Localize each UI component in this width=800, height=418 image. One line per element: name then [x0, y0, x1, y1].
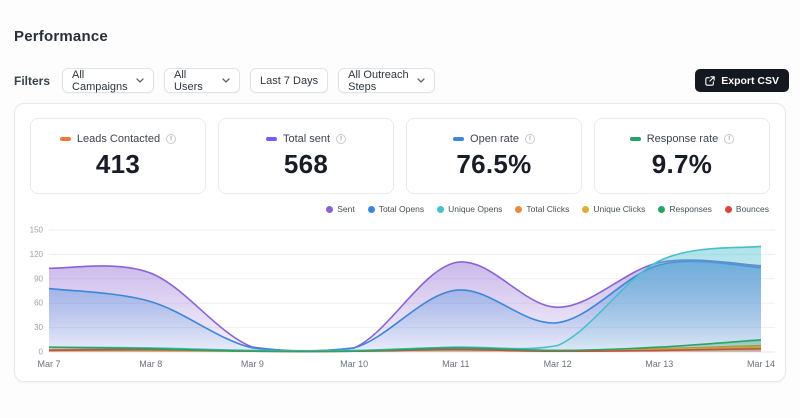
export-icon: [705, 75, 715, 86]
export-csv-label: Export CSV: [721, 74, 779, 87]
legend-label: Sent: [337, 204, 355, 214]
legend-dot-icon: [724, 205, 732, 213]
legend-label: Unique Opens: [448, 204, 503, 214]
stat-card-leads-contacted: Leads Contacted i 413: [30, 118, 206, 194]
legend-label: Total Opens: [378, 204, 425, 214]
legend-item[interactable]: Unique Clicks: [582, 204, 645, 214]
svg-text:Mar 8: Mar 8: [139, 359, 162, 369]
info-icon[interactable]: i: [336, 133, 347, 144]
campaigns-dropdown[interactable]: All Campaigns: [62, 68, 155, 93]
users-dropdown[interactable]: All Users: [164, 68, 241, 93]
legend-item[interactable]: Total Opens: [367, 204, 425, 214]
stat-label: Open rate: [470, 132, 519, 145]
legend-dot-icon: [437, 205, 445, 213]
analytics-card: Leads Contacted i 413 Total sent i 568 O…: [14, 103, 786, 382]
stat-label: Leads Contacted: [76, 132, 161, 145]
chevron-down-icon: [222, 78, 230, 83]
stat-card-response-rate: Response rate i 9.7%: [594, 118, 770, 194]
stats-row: Leads Contacted i 413 Total sent i 568 O…: [30, 118, 770, 194]
date-range-value: Last 7 Days: [260, 74, 319, 87]
filters-bar: Filters All Campaigns All Users Last 7 D…: [14, 68, 436, 93]
campaigns-dropdown-value: All Campaigns: [72, 68, 128, 93]
stat-card-total-sent: Total sent i 568: [218, 118, 394, 194]
export-csv-button[interactable]: Export CSV: [695, 69, 789, 92]
legend-item[interactable]: Unique Opens: [437, 204, 502, 214]
legend-item[interactable]: Total Clicks: [515, 204, 569, 214]
performance-area-chart[interactable]: 0 30 60 90 120 150 Mar 7 Mar 8 Mar 9 Mar 10 Mar 11…: [23, 221, 779, 376]
svg-text:150: 150: [30, 226, 44, 235]
svg-text:Mar 12: Mar 12: [544, 359, 572, 369]
svg-text:120: 120: [30, 250, 44, 259]
stat-card-open-rate: Open rate i 76.5%: [406, 118, 582, 194]
stat-value: 9.7%: [651, 148, 713, 179]
svg-text:Mar 11: Mar 11: [442, 359, 469, 369]
stat-label: Total sent: [282, 132, 331, 145]
chevron-down-icon: [136, 78, 144, 83]
legend-item[interactable]: Responses: [658, 204, 712, 214]
legend-label: Unique Clicks: [593, 204, 646, 214]
svg-text:90: 90: [34, 274, 43, 283]
legend-dot-icon: [658, 205, 666, 213]
svg-text:0: 0: [39, 348, 44, 357]
chart-legend: Sent Total Opens Unique Opens Total Clicks U…: [326, 204, 769, 214]
info-icon[interactable]: i: [166, 133, 177, 144]
date-range-button[interactable]: Last 7 Days: [250, 68, 329, 93]
leads-contacted-color-dash: [59, 136, 71, 141]
info-icon[interactable]: i: [724, 133, 735, 144]
svg-text:Mar 7: Mar 7: [37, 359, 60, 369]
stat-value: 413: [95, 148, 141, 179]
stat-value: 568: [283, 148, 329, 179]
legend-label: Bounces: [735, 204, 769, 214]
legend-dot-icon: [515, 205, 523, 213]
svg-text:Mar 14: Mar 14: [747, 359, 775, 369]
legend-label: Responses: [669, 204, 712, 214]
outreach-steps-dropdown-value: All Outreach Steps: [348, 68, 409, 93]
info-icon[interactable]: i: [524, 133, 535, 144]
open-rate-color-dash: [453, 136, 465, 141]
chevron-down-icon: [417, 78, 425, 83]
legend-item[interactable]: Bounces: [724, 204, 769, 214]
legend-item[interactable]: Sent: [326, 204, 355, 214]
filters-label: Filters: [14, 73, 51, 88]
svg-text:Mar 13: Mar 13: [645, 359, 673, 369]
svg-text:60: 60: [34, 299, 43, 308]
total-sent-color-dash: [265, 136, 277, 141]
users-dropdown-value: All Users: [174, 68, 203, 93]
legend-dot-icon: [326, 205, 334, 213]
svg-text:Mar 10: Mar 10: [340, 359, 368, 369]
legend-label: Total Clicks: [526, 204, 570, 214]
svg-text:30: 30: [34, 323, 43, 332]
response-rate-color-dash: [629, 136, 641, 141]
legend-dot-icon: [582, 205, 590, 213]
stat-value: 76.5%: [456, 148, 532, 179]
stat-label: Response rate: [646, 132, 719, 145]
legend-dot-icon: [367, 205, 375, 213]
svg-text:Mar 9: Mar 9: [241, 359, 264, 369]
page-title: Performance: [14, 28, 108, 45]
outreach-steps-dropdown[interactable]: All Outreach Steps: [338, 68, 436, 93]
